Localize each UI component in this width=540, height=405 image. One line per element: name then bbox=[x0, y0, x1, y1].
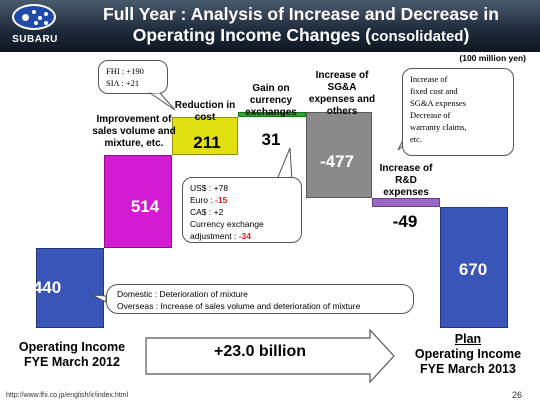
value-label-improvement: 514 bbox=[130, 197, 160, 216]
value-label-end: 670 bbox=[458, 260, 488, 279]
bar-cost bbox=[172, 117, 238, 156]
bar-sga bbox=[306, 111, 372, 198]
subaru-logo: SUBARU bbox=[6, 4, 64, 48]
title-line-1: Full Year : Analysis of Increase and Dec… bbox=[103, 4, 499, 24]
bar-improvement bbox=[104, 155, 172, 249]
category-label-sga: Increase of SG&A expenses and others bbox=[308, 70, 376, 117]
title-line-2: Operating Income Changes (consolidated) bbox=[132, 25, 470, 45]
category-label-improvement: Improvement of sales volume and mixture,… bbox=[92, 114, 176, 149]
page-number: 26 bbox=[511, 390, 522, 400]
value-label-rd: -49 bbox=[392, 212, 418, 231]
callout-sga-detail: Increase of fixed cost and SG&A expenses… bbox=[402, 68, 514, 156]
value-label-cost: 211 bbox=[193, 133, 221, 152]
pleiades-emblem-icon bbox=[12, 4, 56, 30]
footer-url-link[interactable]: http://www.fhi.co.jp/english/ir/index.ht… bbox=[6, 392, 129, 399]
category-label-rd: Increase of R&D expenses bbox=[379, 163, 433, 198]
value-label-sga: -477 bbox=[319, 152, 355, 171]
total-change-label: +23.0 billion bbox=[213, 343, 307, 360]
end-axis-label: Plan Operating Income FYE March 2013 bbox=[414, 332, 522, 376]
unit-label: (100 million yen) bbox=[459, 53, 526, 63]
value-label-currency: 31 bbox=[261, 130, 281, 149]
callout-fhi-sia: FHI : +190 SIA : +21 bbox=[98, 60, 168, 94]
category-label-currency: Gain on currency exchanges bbox=[245, 83, 297, 118]
bar-end bbox=[440, 206, 508, 328]
bar-start bbox=[36, 248, 104, 328]
header-banner: SUBARU Full Year : Analysis of Increase … bbox=[0, 0, 540, 52]
start-axis-label: Operating Income FYE March 2012 bbox=[18, 340, 126, 369]
callout-mixture: Domestic : Deterioration of mixture Over… bbox=[106, 284, 414, 314]
page-title: Full Year : Analysis of Increase and Dec… bbox=[66, 4, 536, 47]
callout-currency-breakdown: US$ : +78 Euro : -15 CA$ : +2 Currency e… bbox=[182, 177, 302, 243]
value-label-start: 440 bbox=[32, 278, 62, 297]
category-label-cost: Reduction in cost bbox=[174, 100, 236, 123]
bar-rd bbox=[372, 197, 440, 207]
logo-text: SUBARU bbox=[12, 34, 58, 45]
bar-currency bbox=[238, 111, 306, 118]
